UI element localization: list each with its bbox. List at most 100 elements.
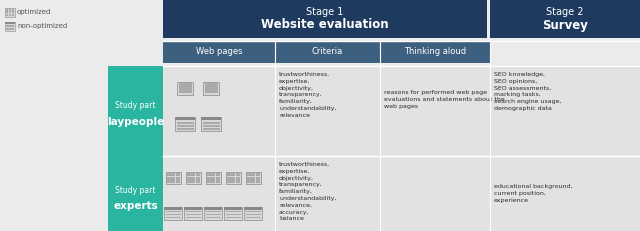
Bar: [188, 90, 192, 93]
Bar: [216, 176, 220, 179]
Bar: [179, 83, 183, 86]
Bar: [6, 11, 8, 13]
Bar: [227, 176, 231, 179]
Bar: [183, 83, 188, 86]
Bar: [12, 9, 14, 11]
Bar: [209, 86, 214, 90]
Bar: [204, 207, 222, 210]
Bar: [12, 14, 14, 16]
Bar: [187, 176, 191, 179]
Bar: [202, 122, 220, 124]
Bar: [275, 156, 380, 231]
Text: Thinking aloud: Thinking aloud: [404, 48, 466, 57]
Bar: [211, 180, 216, 183]
Bar: [214, 86, 218, 90]
Bar: [246, 216, 260, 218]
Bar: [246, 210, 260, 212]
Text: non-optimized: non-optimized: [17, 23, 67, 29]
Bar: [207, 180, 211, 183]
Bar: [164, 207, 182, 210]
Bar: [166, 213, 180, 215]
Bar: [191, 173, 195, 176]
Bar: [209, 90, 214, 93]
Text: Web pages: Web pages: [196, 48, 243, 57]
Bar: [177, 128, 193, 130]
Bar: [275, 66, 380, 156]
Bar: [176, 180, 180, 183]
Bar: [177, 122, 193, 124]
Text: laypeople: laypeople: [107, 117, 164, 127]
Bar: [6, 9, 8, 11]
Bar: [380, 41, 490, 63]
Bar: [247, 173, 251, 176]
Bar: [205, 210, 221, 212]
Bar: [179, 90, 183, 93]
Bar: [179, 86, 183, 90]
Bar: [5, 7, 15, 16]
Bar: [232, 180, 236, 183]
Bar: [205, 172, 221, 184]
Bar: [201, 117, 221, 120]
Bar: [9, 11, 11, 13]
Text: Stage 1: Stage 1: [307, 7, 344, 17]
Bar: [204, 207, 222, 219]
Bar: [191, 176, 195, 179]
Bar: [205, 216, 221, 218]
Bar: [187, 173, 191, 176]
Bar: [176, 173, 180, 176]
Bar: [0, 0, 108, 231]
Bar: [490, 66, 640, 156]
Bar: [207, 176, 211, 179]
Bar: [202, 125, 220, 127]
Bar: [247, 176, 251, 179]
Bar: [175, 117, 195, 131]
Bar: [184, 207, 202, 219]
Text: trustworthiness,
expertise,
objectivity,
transparency,
familiarity,
understandab: trustworthiness, expertise, objectivity,…: [279, 162, 337, 221]
Bar: [490, 156, 640, 231]
Bar: [490, 0, 640, 38]
Bar: [176, 176, 180, 179]
Bar: [202, 128, 220, 130]
Bar: [5, 21, 15, 30]
Bar: [247, 180, 251, 183]
Bar: [163, 66, 275, 156]
Bar: [6, 28, 14, 30]
Bar: [252, 180, 255, 183]
Bar: [9, 9, 11, 11]
Bar: [108, 66, 163, 156]
Bar: [187, 180, 191, 183]
Text: Criteria: Criteria: [312, 48, 343, 57]
Bar: [188, 83, 192, 86]
Bar: [183, 90, 188, 93]
Bar: [236, 173, 240, 176]
Bar: [224, 207, 242, 219]
Bar: [172, 180, 175, 183]
Bar: [201, 117, 221, 131]
Bar: [207, 173, 211, 176]
Bar: [205, 90, 209, 93]
Bar: [236, 176, 240, 179]
Text: optimized: optimized: [17, 9, 51, 15]
Bar: [5, 21, 15, 24]
Bar: [172, 176, 175, 179]
Text: Study part: Study part: [115, 101, 156, 110]
Bar: [380, 66, 490, 156]
Bar: [167, 176, 171, 179]
Bar: [216, 173, 220, 176]
Bar: [380, 156, 490, 231]
Bar: [167, 180, 171, 183]
Bar: [166, 210, 180, 212]
Bar: [227, 173, 231, 176]
Bar: [205, 86, 209, 90]
Bar: [172, 173, 175, 176]
Bar: [232, 173, 236, 176]
Text: trustworthiness,
expertise,
objectivity,
transparency,
familiarity,
understandab: trustworthiness, expertise, objectivity,…: [279, 72, 337, 118]
Bar: [163, 0, 487, 38]
Text: SEO knowledge,
SEO opinions,
SEO assessments,
marking tasks,
search engine usage: SEO knowledge, SEO opinions, SEO assessm…: [494, 72, 561, 111]
Bar: [244, 207, 262, 210]
Bar: [225, 172, 241, 184]
Bar: [236, 180, 240, 183]
Bar: [209, 83, 214, 86]
Text: experts: experts: [113, 201, 158, 211]
Bar: [6, 14, 8, 16]
